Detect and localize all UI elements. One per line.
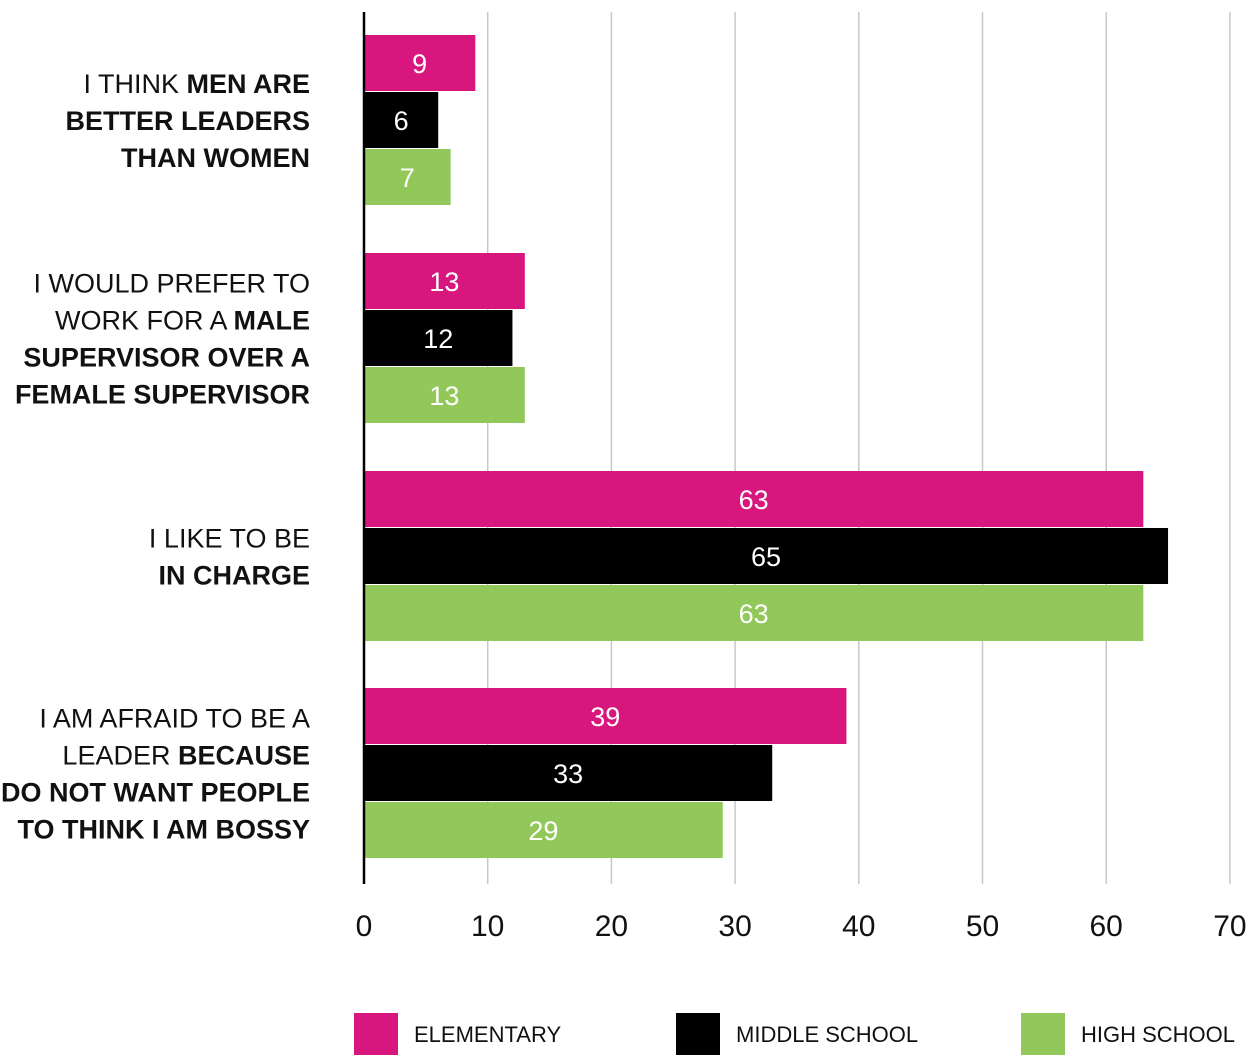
- bar-elementary: [364, 688, 847, 744]
- x-tick-label: 40: [842, 910, 875, 943]
- bar-elementary: [364, 253, 525, 309]
- x-tick-label: 70: [1213, 910, 1246, 943]
- x-tick-label: 10: [471, 910, 504, 943]
- legend-swatch: [1021, 1013, 1065, 1055]
- legend-swatch: [676, 1013, 720, 1055]
- legend: ELEMENTARY MIDDLE SCHOOL HIGH SCHOOL: [354, 1013, 1235, 1055]
- bar-elementary: [364, 35, 476, 91]
- bar-value-label: 33: [553, 759, 583, 789]
- x-tick-label: 60: [1090, 910, 1123, 943]
- bar-high-school: [364, 367, 525, 423]
- legend-label: HIGH SCHOOL: [1081, 1022, 1235, 1047]
- bar-value-label: 13: [429, 381, 459, 411]
- axes: 0 10 20 30 40 50 60 70: [356, 12, 1247, 943]
- bar-middle-school: [364, 745, 773, 801]
- bar-high-school: [364, 802, 723, 858]
- category-label: I THINK MEN ARE BETTER LEADERS THAN WOMEN: [65, 69, 310, 173]
- bar-value-label: 12: [423, 324, 453, 354]
- x-tick-label: 50: [966, 910, 999, 943]
- x-tick-label: 0: [356, 910, 373, 943]
- category-labels: I THINK MEN ARE BETTER LEADERS THAN WOMEN I…: [0, 69, 310, 845]
- bar-value-label: 9: [412, 49, 427, 79]
- bar-middle-school: [364, 310, 513, 366]
- legend-label: ELEMENTARY: [414, 1022, 561, 1047]
- bar-elementary: [364, 471, 1144, 527]
- x-tick-label: 20: [595, 910, 628, 943]
- legend-label: MIDDLE SCHOOL: [736, 1022, 918, 1047]
- bar-value-label: 65: [751, 542, 781, 572]
- bar-middle-school: [364, 528, 1169, 584]
- bar-value-label: 29: [528, 816, 558, 846]
- x-tick-label: 30: [718, 910, 751, 943]
- bar-high-school: [364, 149, 451, 205]
- bar-value-label: 63: [739, 599, 769, 629]
- category-label: I AM AFRAID TO BE A LEADER BECAUSE I DO NO…: [0, 704, 310, 845]
- bar-value-label: 6: [394, 106, 409, 136]
- bar-high-school: [364, 585, 1144, 641]
- bar-value-label: 63: [739, 485, 769, 515]
- category-label: I LIKE TO BE IN CHARGE: [149, 524, 310, 591]
- gridlines: [486, 12, 1231, 884]
- bar-value-label: 39: [590, 702, 620, 732]
- bar-middle-school: [364, 92, 439, 148]
- bar-value-label: 13: [429, 267, 459, 297]
- bar-value-label: 7: [400, 163, 415, 193]
- category-label: I WOULD PREFER TO WORK FOR A MALE SUPERVIS…: [15, 269, 310, 410]
- legend-swatch: [354, 1013, 398, 1055]
